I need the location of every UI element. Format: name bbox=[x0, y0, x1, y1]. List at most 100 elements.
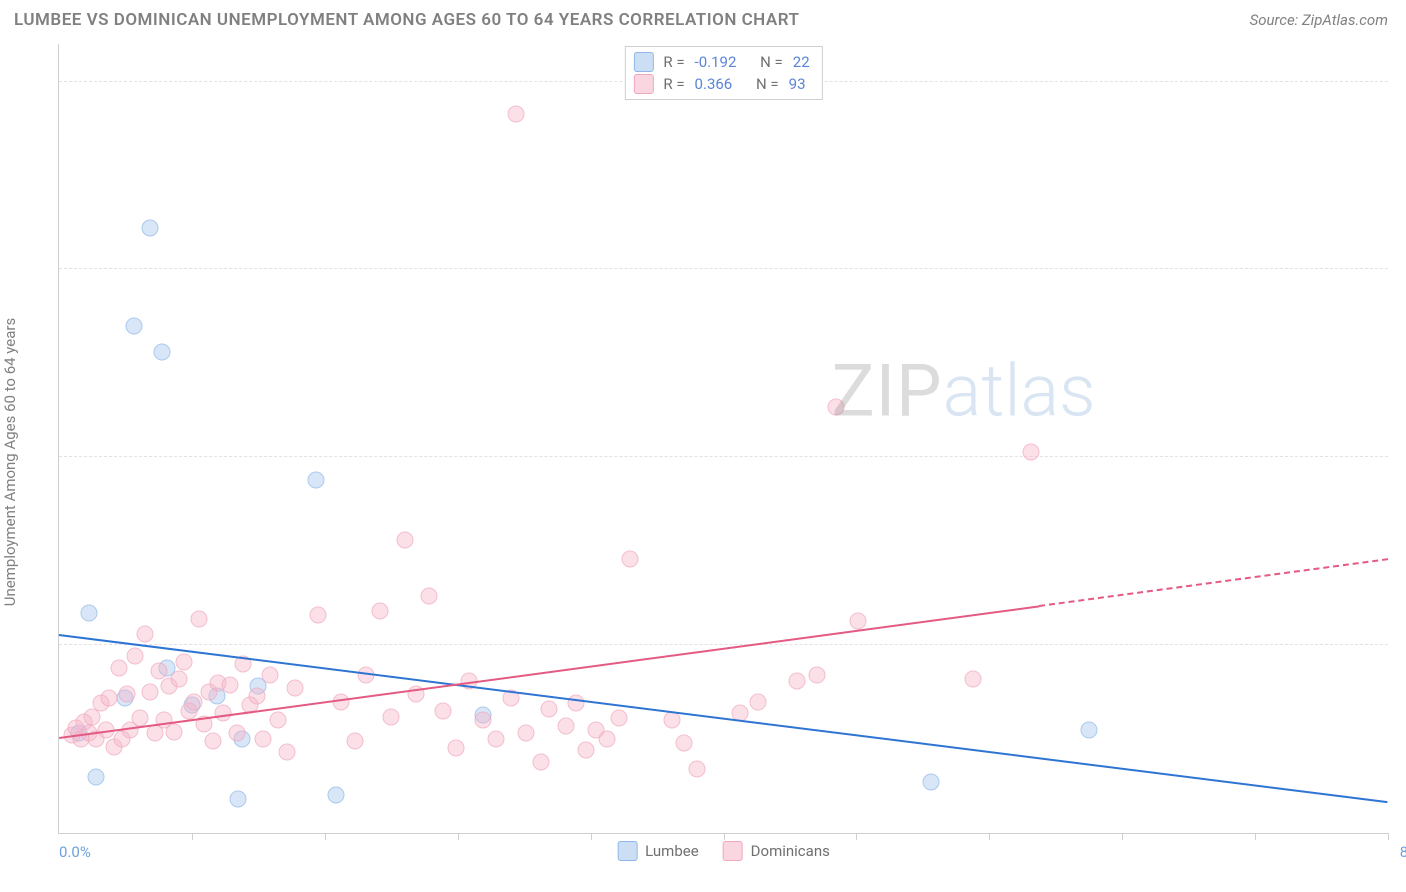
data-point bbox=[788, 672, 805, 689]
x-tick bbox=[192, 833, 193, 840]
watermark: ZIPatlas bbox=[831, 349, 1095, 434]
data-point bbox=[434, 702, 451, 719]
data-point bbox=[964, 670, 981, 687]
series-legend: Lumbee Dominicans bbox=[617, 841, 830, 861]
n-value-dominicans: 93 bbox=[789, 73, 806, 95]
x-tick bbox=[856, 833, 857, 840]
data-point bbox=[448, 740, 465, 757]
data-point bbox=[517, 725, 534, 742]
data-point bbox=[421, 588, 438, 605]
data-point bbox=[750, 693, 767, 710]
data-point bbox=[165, 723, 182, 740]
data-point bbox=[278, 744, 295, 761]
data-point bbox=[541, 701, 558, 718]
r-label: R = bbox=[663, 73, 684, 95]
data-point bbox=[142, 220, 159, 237]
data-point bbox=[215, 704, 232, 721]
data-point bbox=[346, 732, 363, 749]
data-point bbox=[150, 663, 167, 680]
correlation-legend: R = -0.192 N = 22 R = 0.366 N = 93 bbox=[624, 46, 822, 100]
data-point bbox=[137, 625, 154, 642]
gridline bbox=[59, 644, 1388, 645]
data-point bbox=[248, 687, 265, 704]
x-tick bbox=[1388, 833, 1389, 840]
swatch-lumbee bbox=[633, 52, 653, 72]
r-value-lumbee: -0.192 bbox=[695, 51, 737, 73]
data-point bbox=[270, 712, 287, 729]
data-point bbox=[610, 710, 627, 727]
n-label: N = bbox=[756, 73, 779, 95]
gridline bbox=[59, 268, 1388, 269]
x-tick-min: 0.0% bbox=[59, 843, 91, 861]
legend-row-dominicans: R = 0.366 N = 93 bbox=[633, 73, 809, 95]
data-point bbox=[110, 659, 127, 676]
data-point bbox=[310, 607, 327, 624]
data-point bbox=[850, 612, 867, 629]
x-tick-max: 80.0% bbox=[1400, 843, 1406, 861]
data-point bbox=[222, 676, 239, 693]
legend-row-lumbee: R = -0.192 N = 22 bbox=[633, 51, 809, 73]
chart-title: LUMBEE VS DOMINICAN UNEMPLOYMENT AMONG A… bbox=[14, 10, 799, 30]
data-point bbox=[664, 712, 681, 729]
x-tick bbox=[591, 833, 592, 840]
x-tick bbox=[724, 833, 725, 840]
source-label: Source: ZipAtlas.com bbox=[1250, 11, 1388, 29]
n-label: N = bbox=[760, 51, 783, 73]
data-point bbox=[261, 667, 278, 684]
data-point bbox=[557, 717, 574, 734]
data-point bbox=[255, 731, 272, 748]
y-axis-label: Unemployment Among Ages 60 to 64 years bbox=[1, 318, 19, 606]
data-point bbox=[230, 791, 247, 808]
data-point bbox=[487, 731, 504, 748]
legend-label-dominicans: Dominicans bbox=[751, 842, 830, 860]
data-point bbox=[125, 317, 142, 334]
n-value-lumbee: 22 bbox=[793, 51, 810, 73]
data-point bbox=[577, 742, 594, 759]
legend-item-dominicans: Dominicans bbox=[723, 841, 830, 861]
trend-line bbox=[1039, 559, 1388, 608]
data-point bbox=[1022, 443, 1039, 460]
data-point bbox=[507, 105, 524, 122]
swatch-dominicans bbox=[633, 74, 653, 94]
data-point bbox=[87, 768, 104, 785]
data-point bbox=[127, 648, 144, 665]
data-point bbox=[599, 731, 616, 748]
legend-label-lumbee: Lumbee bbox=[645, 842, 699, 860]
data-point bbox=[119, 686, 136, 703]
watermark-atlas: atlas bbox=[943, 349, 1096, 434]
data-point bbox=[228, 725, 245, 742]
data-point bbox=[383, 708, 400, 725]
trend-line bbox=[59, 634, 1388, 803]
data-point bbox=[142, 684, 159, 701]
data-point bbox=[474, 712, 491, 729]
data-point bbox=[828, 398, 845, 415]
data-point bbox=[808, 667, 825, 684]
data-point bbox=[170, 670, 187, 687]
swatch-dominicans-icon bbox=[723, 841, 743, 861]
data-point bbox=[371, 603, 388, 620]
data-point bbox=[396, 531, 413, 548]
x-tick bbox=[458, 833, 459, 840]
data-point bbox=[185, 693, 202, 710]
data-point bbox=[675, 734, 692, 751]
x-tick bbox=[325, 833, 326, 840]
x-tick bbox=[1255, 833, 1256, 840]
data-point bbox=[923, 774, 940, 791]
data-point bbox=[1080, 721, 1097, 738]
data-point bbox=[205, 732, 222, 749]
data-point bbox=[190, 610, 207, 627]
chart-container: Unemployment Among Ages 60 to 64 years Z… bbox=[14, 44, 1388, 880]
trend-line bbox=[59, 605, 1039, 739]
r-value-dominicans: 0.366 bbox=[695, 73, 733, 95]
data-point bbox=[80, 605, 97, 622]
data-point bbox=[286, 680, 303, 697]
plot-area: ZIPatlas R = -0.192 N = 22 R = 0.366 N =… bbox=[58, 44, 1388, 834]
data-point bbox=[532, 753, 549, 770]
x-tick bbox=[1122, 833, 1123, 840]
x-tick bbox=[989, 833, 990, 840]
data-point bbox=[175, 654, 192, 671]
data-point bbox=[153, 344, 170, 361]
data-point bbox=[100, 689, 117, 706]
r-label: R = bbox=[663, 51, 684, 73]
legend-item-lumbee: Lumbee bbox=[617, 841, 699, 861]
